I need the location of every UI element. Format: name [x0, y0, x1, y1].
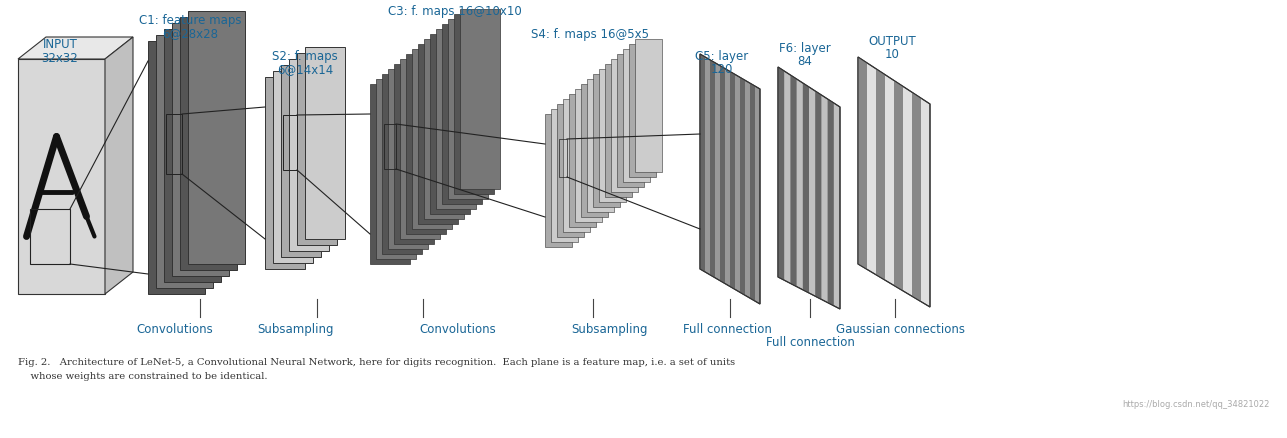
Polygon shape [369, 85, 411, 265]
Text: https://blog.csdn.net/qq_34821022: https://blog.csdn.net/qq_34821022 [1122, 399, 1270, 408]
Polygon shape [605, 65, 632, 198]
Polygon shape [700, 55, 705, 272]
Polygon shape [858, 58, 867, 270]
Polygon shape [912, 93, 921, 302]
Polygon shape [290, 60, 329, 251]
Polygon shape [281, 66, 320, 258]
Polygon shape [611, 60, 638, 193]
Polygon shape [436, 30, 476, 209]
Text: Gaussian connections: Gaussian connections [835, 322, 964, 335]
Text: 32x32: 32x32 [41, 52, 79, 65]
Polygon shape [297, 54, 337, 245]
Text: 84: 84 [798, 55, 812, 68]
Text: S2: f. maps: S2: f. maps [272, 50, 338, 63]
Text: 10: 10 [884, 48, 900, 61]
Polygon shape [858, 58, 931, 307]
Polygon shape [405, 55, 447, 234]
Text: Full connection: Full connection [766, 335, 855, 348]
Polygon shape [740, 78, 745, 296]
Polygon shape [790, 76, 797, 287]
Text: S4: f. maps 16@5x5: S4: f. maps 16@5x5 [532, 28, 649, 41]
Polygon shape [273, 72, 313, 263]
Polygon shape [779, 68, 840, 309]
Polygon shape [265, 78, 305, 269]
Polygon shape [394, 65, 434, 244]
Bar [384, 125, 396, 170]
Polygon shape [418, 45, 458, 225]
Text: 120: 120 [710, 63, 734, 76]
Text: 6@28x28: 6@28x28 [162, 27, 218, 40]
Polygon shape [188, 12, 245, 265]
Text: OUTPUT: OUTPUT [869, 35, 916, 48]
Polygon shape [580, 85, 607, 218]
Text: whose weights are constrained to be identical.: whose weights are constrained to be iden… [18, 371, 268, 380]
Text: INPUT: INPUT [42, 38, 77, 51]
Polygon shape [544, 115, 571, 247]
Polygon shape [454, 15, 494, 194]
Polygon shape [106, 38, 133, 294]
Polygon shape [459, 10, 501, 190]
Polygon shape [18, 38, 133, 60]
Polygon shape [803, 84, 810, 293]
Polygon shape [148, 42, 205, 294]
Polygon shape [163, 30, 221, 283]
Text: Full connection: Full connection [682, 322, 771, 335]
Polygon shape [423, 40, 465, 219]
Polygon shape [598, 70, 625, 202]
Polygon shape [593, 75, 620, 208]
Bar [559, 140, 568, 177]
Text: C3: f. maps 16@10x10: C3: f. maps 16@10x10 [389, 5, 521, 18]
Polygon shape [876, 70, 885, 280]
Polygon shape [815, 92, 821, 300]
Polygon shape [894, 81, 903, 291]
Text: Subsampling: Subsampling [571, 322, 649, 335]
Polygon shape [441, 25, 483, 205]
Text: 6@14x14: 6@14x14 [277, 63, 333, 76]
Polygon shape [779, 68, 784, 281]
Polygon shape [400, 60, 440, 240]
Polygon shape [750, 84, 755, 301]
Polygon shape [710, 61, 716, 278]
Polygon shape [376, 80, 416, 259]
Text: Convolutions: Convolutions [420, 322, 497, 335]
Polygon shape [623, 50, 650, 183]
Polygon shape [172, 24, 229, 276]
Text: Subsampling: Subsampling [256, 322, 333, 335]
Polygon shape [382, 75, 422, 254]
Polygon shape [18, 60, 106, 294]
Text: F6: layer: F6: layer [779, 42, 831, 55]
Polygon shape [412, 50, 452, 230]
Polygon shape [629, 45, 656, 177]
Polygon shape [587, 80, 614, 212]
Text: C5: layer: C5: layer [695, 50, 749, 63]
Polygon shape [828, 100, 834, 306]
Polygon shape [569, 95, 596, 227]
Bar [283, 116, 297, 171]
Polygon shape [448, 20, 488, 200]
Polygon shape [557, 105, 584, 237]
Polygon shape [700, 55, 761, 304]
Polygon shape [156, 36, 214, 288]
Text: C1: feature maps: C1: feature maps [139, 14, 241, 27]
Polygon shape [719, 67, 725, 284]
Text: Fig. 2.   Architecture of LeNet-5, a Convolutional Neural Network, here for digi: Fig. 2. Architecture of LeNet-5, a Convo… [18, 357, 735, 366]
Polygon shape [430, 35, 470, 215]
Text: Convolutions: Convolutions [136, 322, 214, 335]
Polygon shape [387, 70, 429, 249]
Polygon shape [575, 90, 602, 223]
Polygon shape [730, 72, 735, 290]
Bar [30, 209, 69, 265]
Polygon shape [634, 40, 662, 173]
Polygon shape [180, 18, 237, 270]
Polygon shape [562, 100, 589, 233]
Bar [166, 115, 181, 175]
Polygon shape [551, 110, 578, 243]
Polygon shape [305, 48, 345, 240]
Polygon shape [616, 55, 644, 187]
